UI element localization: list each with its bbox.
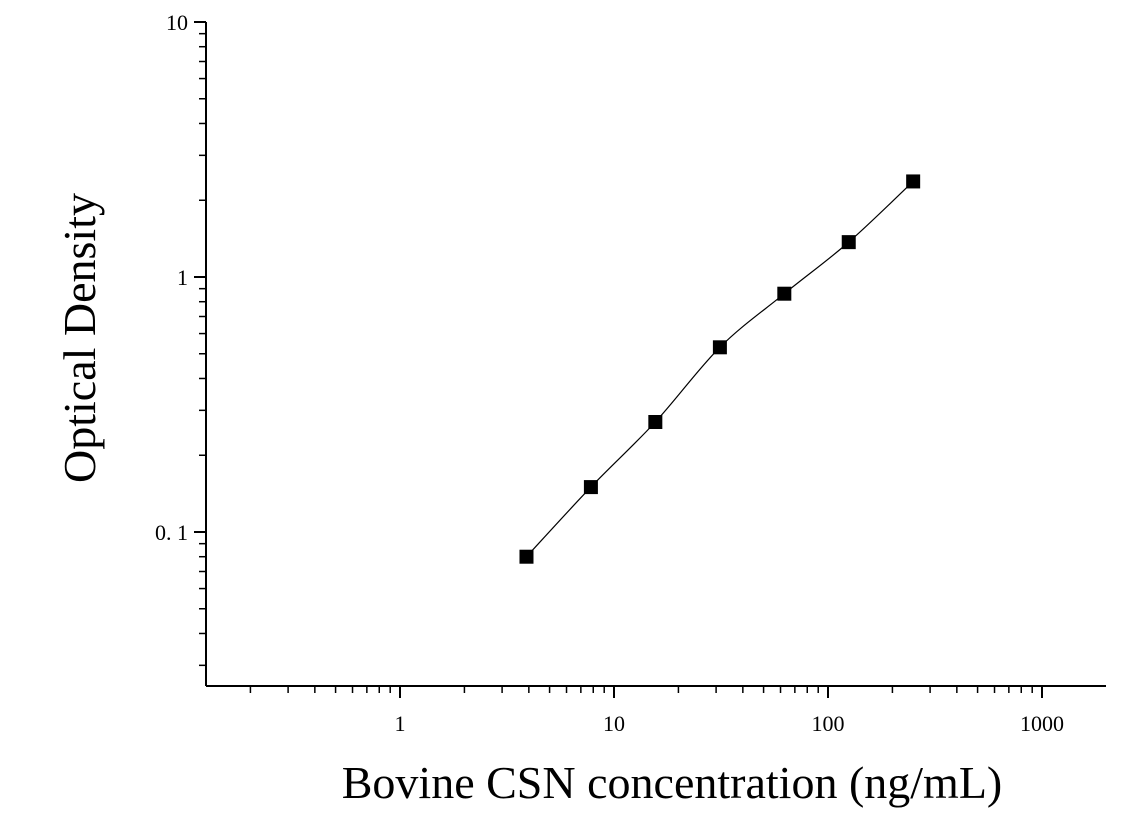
y-axis-title: Optical Density (54, 193, 105, 483)
x-tick-label: 10 (603, 711, 625, 736)
tick-labels: 1 10 100 1000 0. 1 1 10 (155, 10, 1064, 736)
data-point (841, 235, 856, 250)
x-tick-label: 1 (395, 711, 406, 736)
data-point (906, 174, 921, 189)
x-tick-label: 100 (812, 711, 845, 736)
y-tick-label: 1 (177, 265, 188, 290)
x-axis-title: Bovine CSN concentration (ng/mL) (342, 757, 1003, 808)
data-point (519, 549, 534, 564)
y-tick-label: 0. 1 (155, 520, 188, 545)
axis-ticks (194, 21, 1043, 698)
y-tick-label: 10 (166, 10, 188, 35)
data-point (583, 480, 598, 495)
data-point (648, 415, 663, 430)
x-tick-label: 1000 (1020, 711, 1064, 736)
data-point (712, 340, 727, 355)
data-points (519, 174, 921, 564)
data-point (777, 286, 792, 301)
